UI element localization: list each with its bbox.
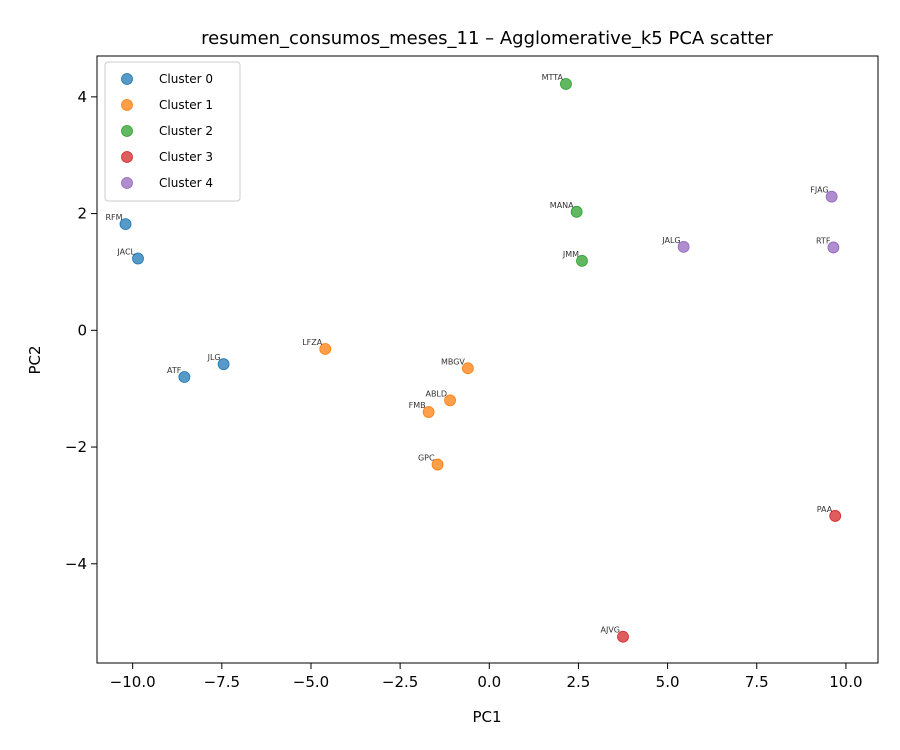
- x-tick-label: 2.5: [567, 673, 591, 691]
- legend-marker: [121, 99, 133, 111]
- point-label: ATF: [167, 366, 182, 375]
- data-point: [570, 205, 583, 218]
- x-tick-label: −2.5: [382, 673, 418, 691]
- x-tick-label: −7.5: [204, 673, 240, 691]
- y-axis-label: PC2: [26, 345, 44, 374]
- ticks-layer: −10.0 −7.5 −5.0 −2.5 0.0 2.5 5.0 7.5 10.0 4 2 0 −2 −4: [65, 88, 863, 691]
- data-point: [431, 458, 444, 471]
- point-label: FMB: [409, 401, 426, 410]
- data-point: [119, 218, 132, 230]
- point-label: JLG: [207, 353, 221, 362]
- data-point: [576, 254, 588, 267]
- point-label: MBGV: [441, 357, 465, 366]
- point-label: MANA: [550, 201, 574, 210]
- x-axis-label: PC1: [472, 708, 501, 726]
- point-label: MTTA: [542, 73, 564, 82]
- point-label: FJAG: [810, 186, 828, 195]
- data-point: [829, 510, 842, 522]
- legend-marker: [121, 151, 133, 163]
- point-label: GPC: [418, 454, 435, 463]
- data-point: [617, 630, 629, 643]
- x-tick-label: 5.0: [656, 673, 680, 691]
- point-label: RFM: [105, 213, 122, 222]
- data-point: [677, 240, 690, 253]
- legend: Cluster 0 Cluster 1 Cluster 2 Cluster 3 Clus…: [104, 61, 241, 202]
- data-point: [132, 252, 144, 265]
- points-layer: RFM JACL ATF JLG LFZA MBGV ABLD FMB GPC MTTA MANA J…: [105, 73, 842, 643]
- legend-entry: Cluster 2: [159, 124, 213, 138]
- legend-frame: [104, 61, 241, 202]
- point-label: PAA: [817, 505, 833, 514]
- point-label: JALG: [661, 236, 680, 245]
- point-label: JMM: [562, 250, 579, 259]
- legend-marker: [121, 73, 133, 85]
- point-label: ABLD: [425, 389, 447, 398]
- data-point: [560, 78, 572, 90]
- chart-title: resumen_consumos_meses_11 – Agglomerativ…: [201, 28, 773, 49]
- y-tick-label: 2: [77, 205, 87, 223]
- data-point: [827, 241, 840, 254]
- legend-entry: Cluster 4: [159, 176, 213, 190]
- data-point: [825, 190, 838, 203]
- y-tick-label: 0: [77, 321, 87, 339]
- legend-entry: Cluster 0: [159, 72, 213, 86]
- legend-entry: Cluster 3: [159, 150, 213, 164]
- legend-marker: [121, 125, 133, 137]
- data-point: [217, 358, 230, 371]
- x-tick-label: −10.0: [110, 673, 156, 691]
- legend-marker: [121, 177, 133, 189]
- point-label: RTF: [816, 236, 831, 245]
- data-point: [178, 371, 191, 383]
- y-tick-label: −4: [65, 555, 87, 573]
- legend-entry: Cluster 1: [159, 98, 213, 112]
- point-label: JACL: [116, 248, 135, 257]
- data-point: [444, 394, 456, 407]
- point-label: AJVG: [601, 626, 621, 635]
- y-tick-label: −2: [65, 438, 87, 456]
- plot-frame: [96, 55, 879, 664]
- data-point: [461, 362, 474, 375]
- x-tick-label: 0.0: [477, 673, 501, 691]
- y-tick-label: 4: [77, 88, 87, 106]
- data-point: [422, 406, 435, 418]
- x-tick-label: 10.0: [829, 673, 862, 691]
- x-tick-label: 7.5: [745, 673, 769, 691]
- x-tick-label: −5.0: [293, 673, 329, 691]
- data-point: [319, 343, 332, 355]
- point-label: LFZA: [302, 338, 323, 347]
